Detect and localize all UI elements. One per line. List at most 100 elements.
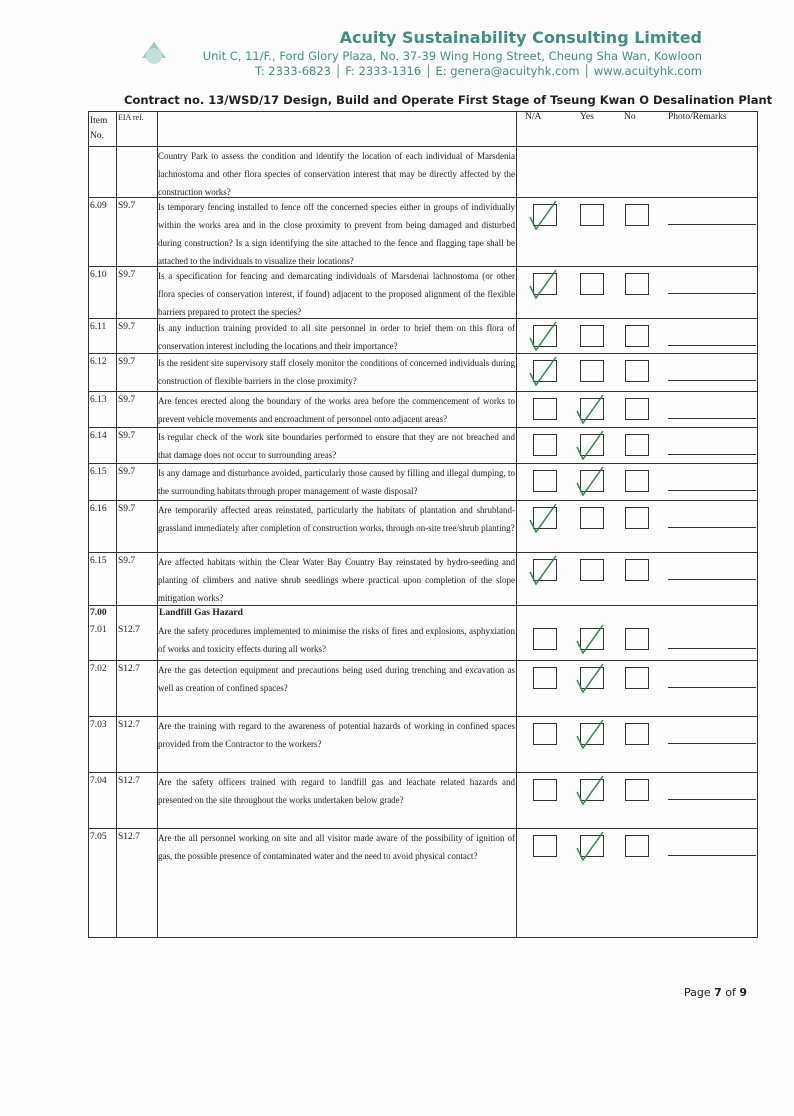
checkbox (576, 624, 604, 655)
title: Contract no. 13/WSD/17 Design, Build and… (124, 93, 773, 107)
eia-ref: S9.7 (118, 467, 136, 477)
checkbox (625, 434, 649, 456)
checkbox (625, 667, 649, 689)
item-number: 6.13 (90, 395, 107, 405)
checkbox (533, 434, 557, 456)
remarks-line (668, 799, 756, 800)
cell (88, 828, 117, 938)
eia-ref: S9.7 (118, 504, 136, 514)
checkbox (533, 628, 557, 650)
eia-ref: S9.7 (118, 201, 136, 211)
checkbox (576, 775, 604, 806)
eia-ref: S12.7 (118, 625, 140, 635)
cell (516, 828, 758, 938)
question: Is any damage and disturbance avoided, p… (158, 468, 515, 496)
check-mark (576, 466, 604, 497)
checkbox (625, 470, 649, 492)
question: Are fences erected along the boundary of… (158, 396, 515, 424)
section-number: 7.00 (90, 608, 107, 618)
checkbox (625, 779, 649, 801)
question: Is a specification for fencing and demar… (158, 271, 515, 317)
remarks-line (668, 648, 756, 649)
page-total: 9 (739, 986, 748, 999)
contact: T: 2333-6823 │ F: 2333-1316 │ E: genera@… (255, 64, 702, 78)
item-number: 6.12 (90, 357, 107, 367)
eia-ref: S12.7 (118, 720, 140, 730)
remarks-line (668, 687, 756, 688)
question: Are the safety procedures implemented to… (158, 626, 515, 654)
checkbox (625, 559, 649, 581)
col-header: Yes (580, 112, 594, 122)
check-mark (576, 663, 604, 694)
item-number: 6.16 (90, 504, 107, 514)
check-mark (529, 200, 557, 231)
page-number: Page 7 of 9 (684, 986, 747, 999)
checkbox (533, 470, 557, 492)
eia-ref: S12.7 (118, 664, 140, 674)
remarks-line (668, 345, 756, 346)
checkbox (529, 555, 557, 586)
check-mark (576, 430, 604, 461)
check-mark (576, 719, 604, 750)
remarks-line (668, 418, 756, 419)
col-header: N/A (525, 112, 542, 122)
cell (516, 146, 758, 198)
question: Are the all personnel working on site an… (158, 833, 515, 861)
question: Are the gas detection equipment and prec… (158, 665, 515, 693)
item-number: 7.02 (90, 664, 107, 674)
checkbox (529, 503, 557, 534)
eia-ref: S12.7 (118, 832, 140, 842)
checkbox (529, 269, 557, 300)
page-of: of (725, 986, 736, 999)
item-number: 6.11 (90, 322, 107, 332)
item-number: 6.15 (90, 556, 107, 566)
item-number: 6.10 (90, 270, 107, 280)
checkbox (625, 723, 649, 745)
check-mark (576, 775, 604, 806)
address: Unit C, 11/F., Ford Glory Plaza, No. 37-… (202, 49, 702, 63)
checkbox (533, 667, 557, 689)
remarks-line (668, 224, 756, 225)
checkbox (625, 204, 649, 226)
remarks-line (668, 293, 756, 294)
checkbox (625, 273, 649, 295)
check-mark (529, 321, 557, 352)
remarks-line (668, 855, 756, 856)
page-current: 7 (714, 986, 722, 999)
cell (116, 146, 158, 198)
checkbox (529, 200, 557, 231)
check-mark (529, 269, 557, 300)
col-header: Photo/Remarks (668, 112, 727, 122)
question: Is the resident site supervisory staff c… (158, 358, 515, 386)
eia-ref: S9.7 (118, 395, 136, 405)
eia-ref: S12.7 (118, 776, 140, 786)
remarks-line (668, 579, 756, 580)
check-mark (576, 831, 604, 862)
cell (116, 828, 158, 938)
remarks-line (668, 527, 756, 528)
question: Is any induction training provided to al… (158, 323, 515, 351)
col-header: No (624, 112, 636, 122)
phone: T: 2333-6823 (255, 64, 331, 78)
item-number: 6.15 (90, 467, 107, 477)
fax: F: 2333-1316 (345, 64, 422, 78)
checkbox (533, 779, 557, 801)
page-label: Page (684, 986, 711, 999)
remarks-line (668, 743, 756, 744)
checkbox (580, 507, 604, 529)
checkbox (533, 835, 557, 857)
question: Are the training with regard to the awar… (158, 721, 515, 749)
checkbox (576, 831, 604, 862)
checkbox (625, 325, 649, 347)
eia-ref: S9.7 (118, 431, 136, 441)
eia-ref: S9.7 (118, 322, 136, 332)
checkbox (625, 398, 649, 420)
logo (142, 42, 166, 64)
company: Acuity Sustainability Consulting Limited (339, 28, 702, 47)
check-mark (576, 624, 604, 655)
checkbox (576, 466, 604, 497)
question: Is regular check of the work site bounda… (158, 432, 515, 460)
checkbox (533, 723, 557, 745)
checkbox (625, 628, 649, 650)
